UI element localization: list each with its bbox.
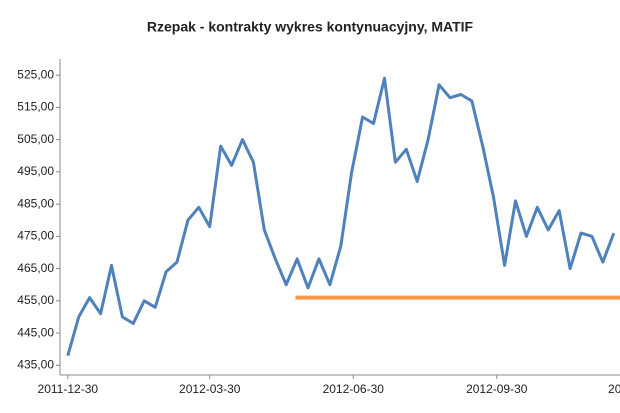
y-tick-label: 505,00 [17, 132, 54, 146]
y-tick-label: 485,00 [17, 196, 54, 210]
x-tick-label: 2011-12-30 [38, 382, 99, 396]
x-tick-label: 2012-06-30 [323, 382, 385, 396]
y-tick-label: 445,00 [17, 325, 54, 339]
y-tick-label: 515,00 [17, 100, 54, 114]
y-tick-label: 465,00 [17, 261, 54, 275]
y-tick-label: 525,00 [17, 67, 54, 81]
y-tick-label: 495,00 [17, 164, 54, 178]
line-series [66, 76, 616, 357]
x-tick-label: 2012-12-30 [608, 382, 620, 396]
x-tick-label: 2012-03-30 [179, 382, 241, 396]
chart-title: Rzepak - kontrakty wykres kontynuacyjny,… [147, 19, 474, 35]
y-tick-label: 475,00 [17, 229, 54, 243]
y-tick-label: 455,00 [17, 293, 54, 307]
x-tick-label: 2012-09-30 [466, 382, 528, 396]
y-tick-label: 435,00 [17, 357, 54, 371]
